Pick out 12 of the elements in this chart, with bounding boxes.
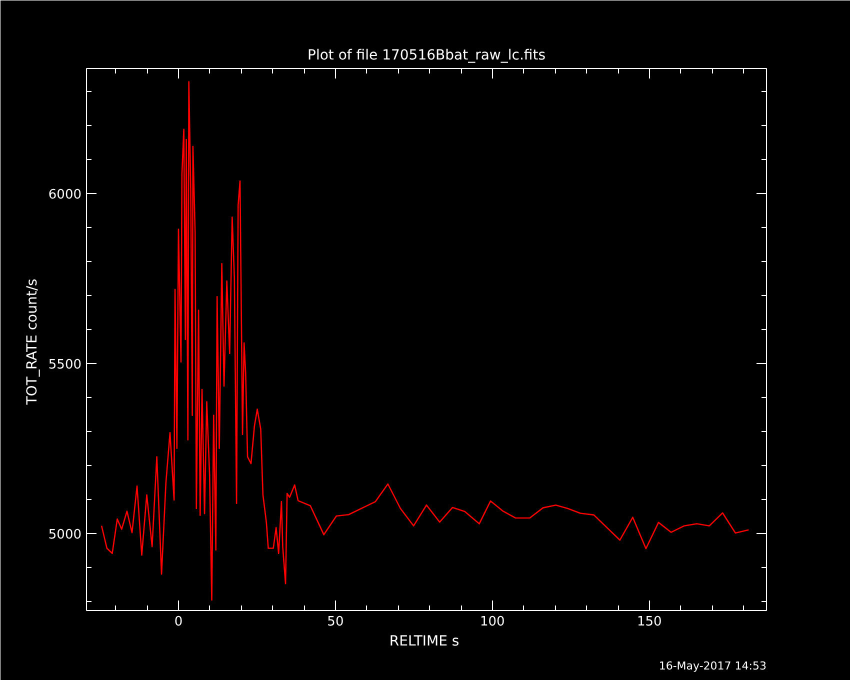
y-axis-title: TOT_RATE count/s: [24, 278, 40, 406]
y-tick-label: 6000: [48, 188, 82, 203]
y-tick-label: 5500: [48, 358, 82, 373]
chart-title: Plot of file 170516Bbat_raw_lc.fits: [308, 48, 546, 64]
y-tick-label: 5000: [48, 528, 82, 543]
line-series: [100, 81, 750, 601]
x-tick-label: 0: [174, 614, 183, 630]
x-axis-title: RELTIME s: [389, 634, 460, 650]
x-tick-label: 50: [327, 614, 344, 630]
text: 16-May-2017 14:53: [658, 660, 767, 672]
x-tick-label: 100: [480, 614, 505, 630]
x-tick-label: 150: [636, 614, 662, 630]
